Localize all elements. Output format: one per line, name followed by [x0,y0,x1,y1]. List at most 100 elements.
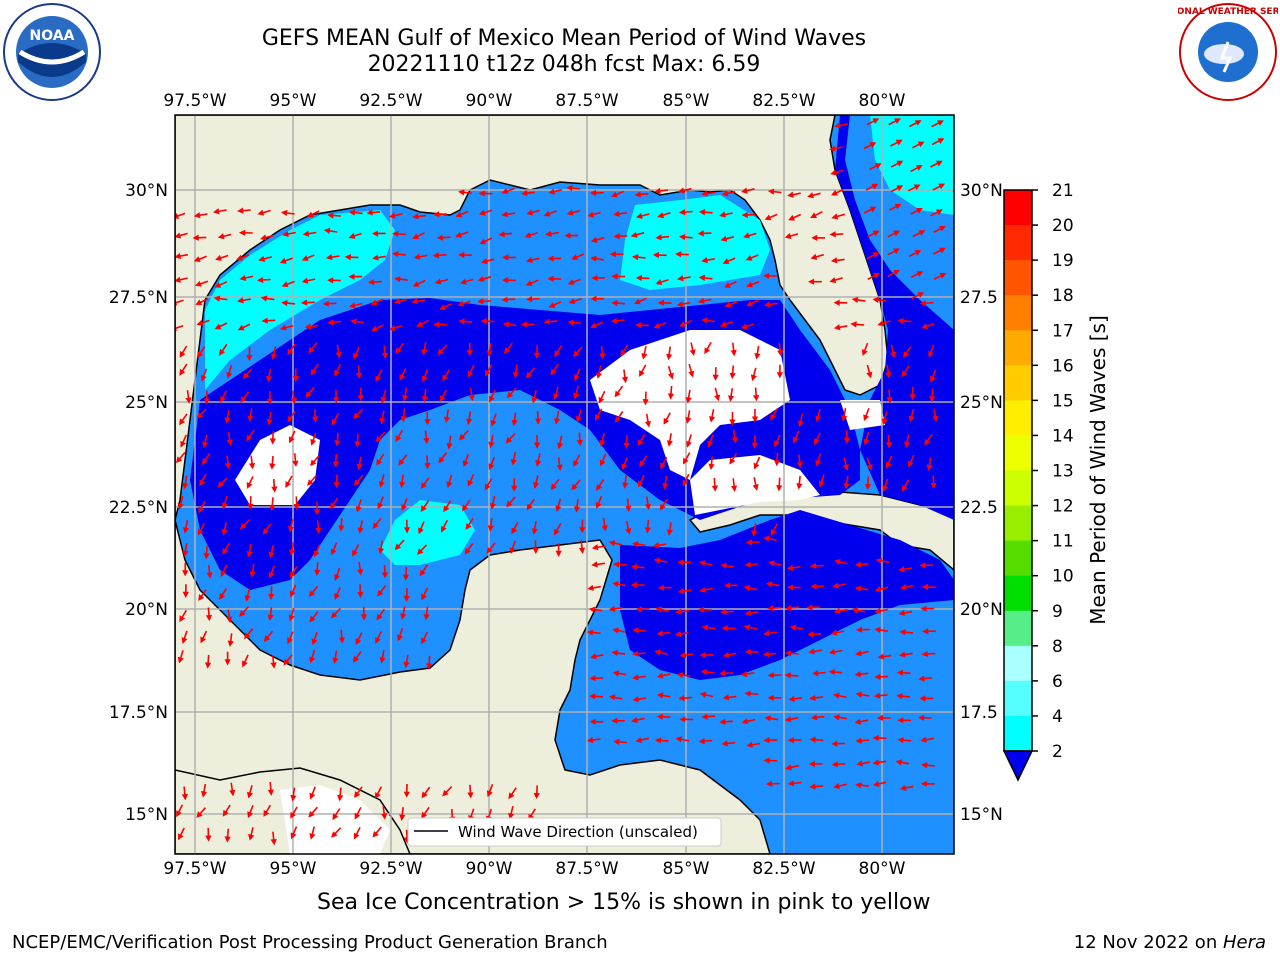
wave-arrow-head [810,212,818,218]
wave-arrow-head [697,606,705,613]
wave-arrow-head [876,714,884,721]
wave-arrow-head [534,418,542,425]
wave-arrow-head [177,656,184,664]
wave-arrow-head [897,717,904,724]
wave-arrow-head [788,214,796,221]
wave-arrow-head [480,258,488,265]
wave-arrow-head [197,351,204,359]
wave-arrow-head [310,438,317,446]
wave-arrow-head [843,437,850,445]
wave-arrow-head [809,562,817,570]
wave-arrow-head [773,460,781,467]
wave-arrow-head [263,635,271,643]
wave-arrow-head [918,230,926,236]
wave-arrow-head [654,187,661,194]
wave-arrow-head [555,550,562,557]
wave-arrow-head [176,810,182,818]
wave-arrow-head [834,559,841,566]
title-line-1: GEFS MEAN Gulf of Mexico Mean Period of … [261,26,867,51]
wave-arrow-head [354,791,361,798]
wave-arrow-head [926,464,933,472]
wave-arrow-head [644,527,651,534]
wave-arrow-head [226,439,233,446]
wave-arrow-head [446,481,453,489]
colorbar-band [1004,645,1032,682]
wave-arrow-head [637,480,644,488]
wave-arrow-head [288,436,295,444]
wave-arrow-head [290,811,296,819]
wave-arrow-head [553,393,560,401]
wave-arrow-head [635,606,643,613]
wave-arrow-head [587,211,595,218]
lon-top-label: 95°W [270,91,317,111]
wave-arrow-head [722,694,730,701]
lat-left-label: 22.5°N [109,498,168,518]
wave-arrow-head [666,440,673,447]
wave-arrow-head [246,550,253,558]
wave-arrow-head [244,595,251,602]
wave-arrow-head [353,352,359,360]
wave-arrow-head [182,591,189,598]
wave-arrow-head [792,436,799,444]
wave-arrow-head [621,376,628,384]
wave-arrow-head [193,256,201,263]
wave-arrow-head [420,482,427,490]
wave-direction-arrows [175,118,947,846]
wave-arrow-head [677,275,684,282]
wave-arrow-head [810,253,818,260]
wave-arrow-head [224,417,231,424]
wave-arrow-head [729,457,736,465]
wave-arrow-head [266,418,273,426]
wave-arrow-head [267,789,274,796]
wave-arrow-head [608,605,616,612]
wave-arrow-head [377,502,384,510]
wave-arrow-head [917,141,925,148]
wave-arrow-head [866,463,873,471]
wave-arrow-head [567,319,574,326]
colorbar-band [1004,365,1032,401]
wave-arrow-head [376,613,383,621]
wave-arrow-head [270,662,277,669]
wave-arrow-head [899,629,906,636]
wave-arrow-head [763,630,770,637]
colorbar-tick-label: 21 [1052,181,1074,201]
colorbar-ticks: 21 20 19 18 17 16 15 14 13 12 11 10 9 8 6 4 2 [1032,181,1074,762]
wave-arrow-head [337,794,344,802]
wave-arrow-head [215,254,222,261]
wave-arrow-head [623,442,630,449]
wave-arrow-head [729,372,736,380]
wave-arrow-head [288,549,296,556]
wave-arrow-head [872,252,880,258]
wave-arrow-head [372,522,379,530]
wave-arrow-head [874,673,881,680]
wave-arrow-head [402,394,409,402]
wave-arrow-head [632,650,639,657]
wave-arrow-head [900,583,907,591]
wave-arrow-head [873,692,881,699]
wave-arrow-head [764,715,772,722]
wave-arrow-head [179,350,186,358]
wave-arrow-head [504,347,511,355]
wave-arrow-head [335,352,342,359]
wave-arrow-head [754,352,761,360]
colorbar-tick-label: 4 [1052,707,1063,727]
wave-arrow-head [938,247,946,254]
wave-arrow-head [379,417,386,425]
wave-arrow-head [893,269,900,276]
wave-arrow-head [371,230,379,237]
wave-arrow-head [501,211,508,218]
colorbar-band [1004,575,1032,612]
wave-arrow-head [731,436,738,444]
wave-arrow-head [375,636,381,644]
wave-arrow-head [663,417,670,425]
wave-arrow-head [282,230,289,238]
wave-arrow-head [532,547,539,555]
wave-arrow-head [179,615,186,623]
wave-arrow-head [353,655,360,663]
lon-top-label: 90°W [466,91,513,111]
lon-bottom-label: 90°W [466,859,513,879]
wave-arrow-head [533,482,540,489]
wave-arrow-head [895,759,903,766]
wave-arrow-head [378,481,385,488]
